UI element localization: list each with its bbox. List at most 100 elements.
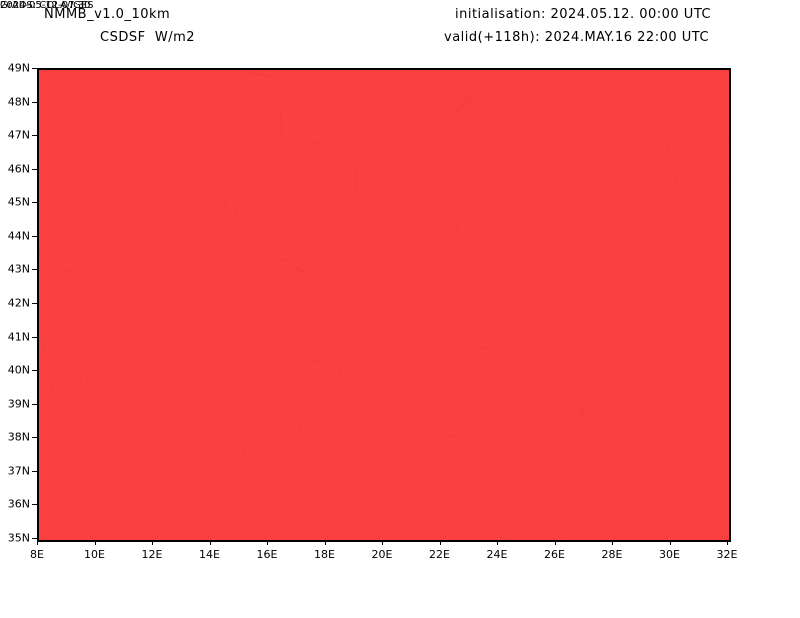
geo-polyline [485, 523, 566, 540]
x-tick-label: 26E [544, 548, 565, 561]
geo-polyline [301, 70, 333, 77]
geo-polyline [243, 70, 272, 77]
geo-polyline [381, 375, 387, 388]
geo-polyline [292, 265, 304, 272]
x-tick-mark [554, 540, 556, 545]
geo-polyline [390, 355, 410, 368]
y-tick-mark [32, 538, 37, 539]
geo-polyline [398, 221, 614, 355]
geo-polyline [235, 208, 241, 221]
valid-time-label: valid(+118h): 2024.MAY.16 22:00 UTC [444, 30, 710, 45]
geo-polyline [605, 490, 617, 503]
geo-polyline [726, 140, 729, 150]
x-tick-mark [497, 540, 498, 545]
x-tick-label: 8E [30, 548, 44, 561]
y-tick-mark [32, 470, 37, 472]
x-tick-label: 28E [601, 548, 623, 561]
geo-polyline [562, 389, 729, 500]
geo-polyline [511, 480, 520, 487]
x-tick-label: 24E [486, 548, 508, 561]
x-tick-label: 14E [199, 548, 220, 561]
geo-polyline [444, 90, 677, 191]
y-tick-mark [32, 437, 37, 439]
geo-polyline [651, 352, 660, 359]
x-tick-label: 22E [429, 548, 450, 561]
geo-polyline [709, 177, 729, 194]
geo-polyline [39, 70, 243, 171]
y-tick-mark [32, 235, 37, 237]
geo-polyline [223, 201, 229, 218]
y-tick-label: 46N [7, 162, 30, 176]
y-tick-mark [32, 202, 37, 204]
x-tick-mark [612, 540, 613, 545]
y-tick-mark [32, 269, 37, 271]
y-tick-label: 40N [7, 363, 30, 377]
y-tick-label: 44N [7, 229, 30, 243]
grads-credit-label: GrADS: COLA/IGES [0, 0, 94, 11]
geo-polyline [304, 137, 330, 147]
y-tick-mark [32, 68, 37, 69]
y-tick-mark [32, 504, 37, 506]
geo-polyline [39, 179, 341, 439]
geo-polyline [470, 402, 499, 425]
geo-polyline [611, 191, 663, 265]
x-tick-mark [267, 540, 268, 545]
geo-polyline [614, 308, 646, 332]
geo-polyline [404, 419, 410, 436]
y-tick-label: 49N [7, 61, 30, 75]
geo-polyline [203, 77, 304, 158]
x-tick-mark [324, 540, 326, 545]
geo-polyline [551, 476, 557, 483]
geo-polyline [444, 100, 467, 117]
x-tick-mark [439, 540, 441, 545]
x-tick-mark [152, 540, 153, 545]
geo-polyline [304, 87, 451, 111]
x-tick-label: 32E [716, 548, 738, 561]
y-tick-mark [32, 403, 37, 405]
map-vector-layer [39, 70, 729, 540]
y-tick-label: 38N [7, 430, 30, 444]
geo-polyline [582, 406, 585, 416]
y-tick-mark [32, 135, 37, 137]
geo-polyline [528, 453, 537, 463]
x-tick-mark [727, 540, 728, 545]
y-tick-mark [32, 101, 37, 103]
geo-polyline [260, 174, 355, 275]
coastlines-group [39, 70, 729, 540]
geo-polyline [286, 303, 295, 308]
geo-polyline [167, 431, 249, 483]
geo-polyline [444, 70, 467, 100]
x-tick-label: 10E [84, 548, 105, 561]
geo-polyline [272, 255, 289, 262]
x-tick-mark [94, 540, 96, 545]
x-tick-label: 12E [141, 548, 163, 561]
geo-polyline [220, 70, 243, 83]
geo-polyline [536, 466, 542, 474]
y-tick-mark [32, 168, 37, 170]
field-name-label: CSDSF W/m2 [100, 30, 196, 45]
geo-polyline [39, 464, 729, 540]
x-tick-label: 20E [371, 548, 393, 561]
y-tick-label: 35N [7, 531, 30, 545]
geo-polyline [557, 399, 566, 409]
x-tick-label: 30E [659, 548, 680, 561]
geo-polyline [283, 100, 467, 177]
geo-polyline [45, 330, 91, 406]
geo-polyline [398, 147, 614, 248]
geo-polyline [574, 94, 643, 191]
geo-polyline [55, 271, 84, 325]
geo-polyline [585, 349, 597, 359]
map-plot-area [37, 68, 731, 542]
geo-polyline [413, 342, 419, 349]
x-tick-mark [382, 540, 383, 545]
geo-polyline [246, 231, 255, 238]
geo-polyline [531, 423, 540, 433]
geo-polyline [114, 174, 123, 187]
geo-polyline [442, 429, 459, 436]
y-tick-label: 41N [7, 330, 30, 344]
geo-polyline [281, 114, 284, 154]
gridlines-group [39, 70, 729, 540]
geo-polyline [663, 151, 726, 198]
geo-polyline [243, 70, 272, 77]
geo-polyline [206, 144, 278, 188]
